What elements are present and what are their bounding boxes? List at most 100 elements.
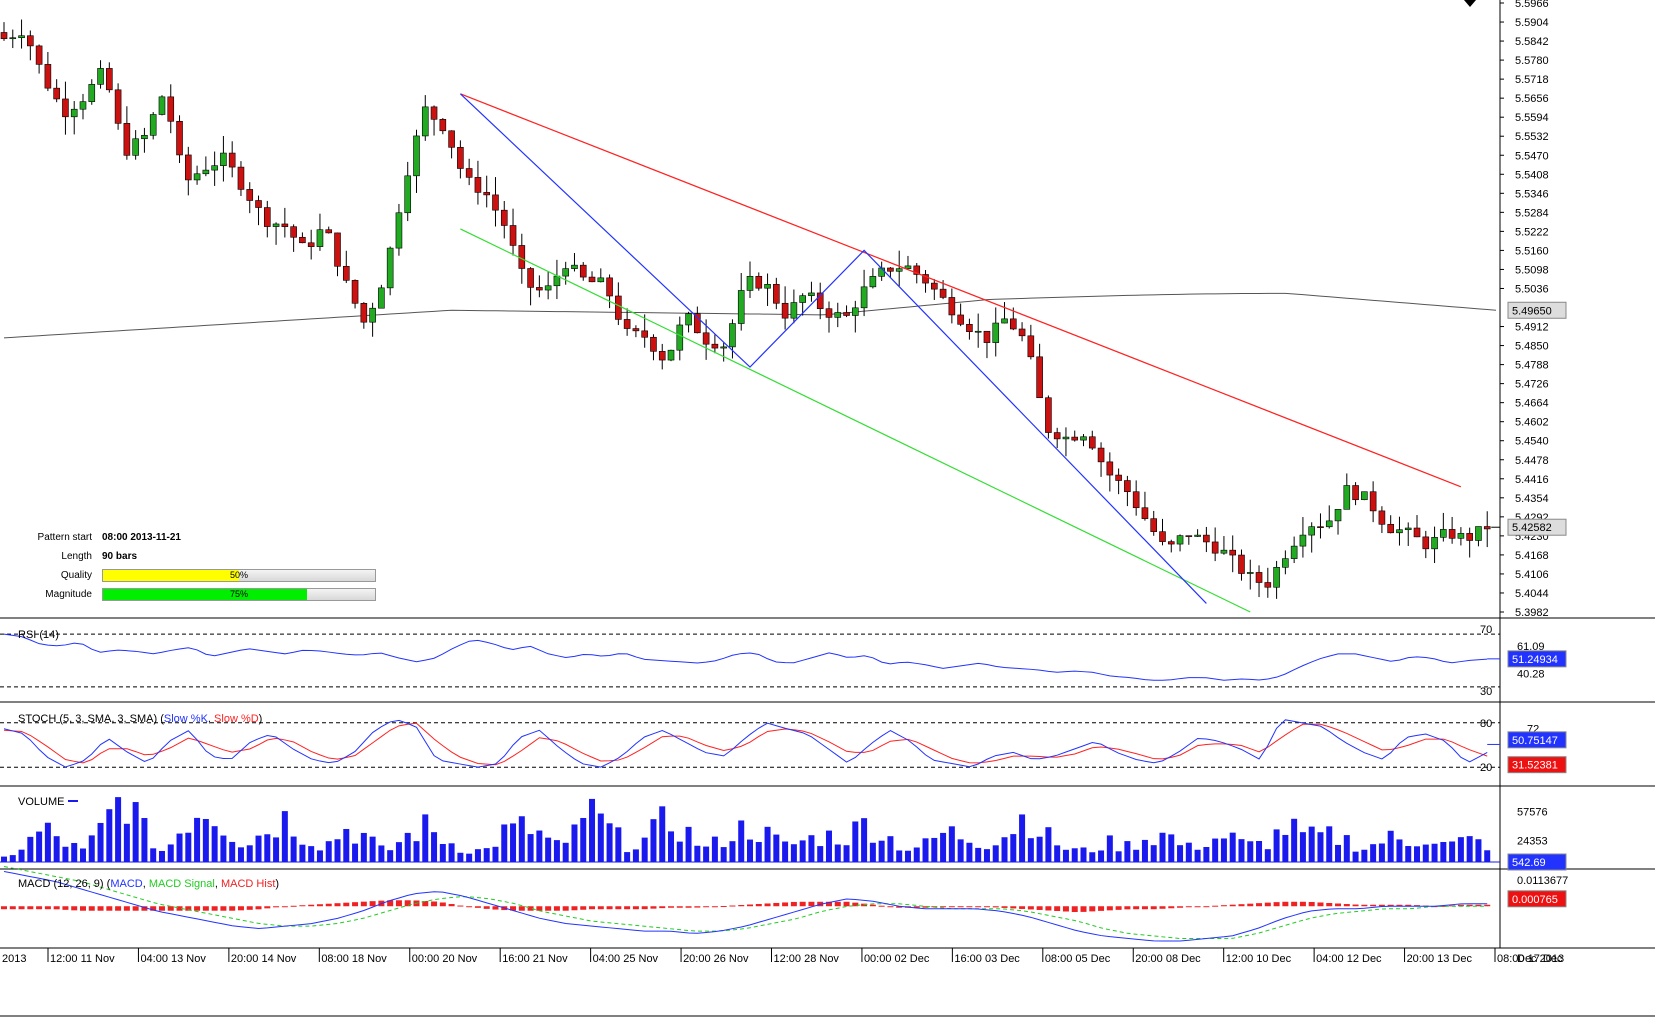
volume-bar xyxy=(167,844,174,862)
quality-bar: 50% xyxy=(102,569,376,582)
volume-bar xyxy=(703,846,710,862)
volume-bar xyxy=(931,837,938,862)
candle-body xyxy=(299,236,306,244)
stoch-k-value-label: 50.75147 xyxy=(1507,731,1567,749)
volume-bar xyxy=(1010,834,1017,862)
candle-body xyxy=(483,192,491,196)
macd-hist-bar xyxy=(1045,906,1052,911)
price-candle xyxy=(369,302,376,337)
last-price-label-text: 5.42582 xyxy=(1512,522,1552,534)
price-candle xyxy=(114,83,122,130)
stoch-level-label: 80 xyxy=(1480,718,1492,730)
rsi-value-label-box xyxy=(1507,650,1567,668)
macd-hist-bar xyxy=(624,906,631,910)
volume-bar xyxy=(747,839,753,862)
volume-bar xyxy=(1352,851,1359,862)
macd-hist-bar xyxy=(1212,905,1219,907)
candle-body xyxy=(843,312,850,316)
macd-hist-bar xyxy=(729,905,736,907)
macd-hist-bar xyxy=(1133,906,1140,910)
macd-hist-bar xyxy=(18,906,25,910)
macd-hist-bar xyxy=(922,906,929,908)
macd-hist-bar xyxy=(202,906,209,911)
macd-hist-bar xyxy=(194,906,201,911)
candle-body xyxy=(1440,529,1447,538)
candle-body xyxy=(860,286,868,309)
volume-bar xyxy=(1080,847,1087,862)
price-candle xyxy=(1457,527,1465,546)
pattern-magnitude-row: Magnitude 75% xyxy=(8,585,388,604)
macd-hist-bar xyxy=(1475,904,1482,907)
volume-bar xyxy=(1089,852,1096,862)
stoch-d-line xyxy=(3,722,1488,766)
volume-bar xyxy=(501,824,508,862)
macd-hist-bar xyxy=(940,906,947,908)
macd-hist-bar xyxy=(334,903,341,907)
volume-bar xyxy=(861,818,868,862)
macd-value-label-text: 0.000765 xyxy=(1512,894,1558,906)
candle-body xyxy=(1308,526,1315,536)
candle-body xyxy=(1150,518,1158,532)
price-candle xyxy=(1290,536,1298,564)
scroll-marker-icon[interactable] xyxy=(1464,0,1476,7)
price-candle xyxy=(869,268,877,289)
macd-hist-bar xyxy=(27,906,34,910)
time-tick-label: 08:00 17 Dec xyxy=(1497,953,1563,965)
candle-body xyxy=(53,87,60,100)
macd-hist-bar xyxy=(1352,904,1359,907)
macd-hist-bar xyxy=(185,906,192,911)
macd-hist-bar xyxy=(290,905,297,907)
volume-bar xyxy=(106,809,113,862)
price-candle xyxy=(904,255,912,270)
price-candle xyxy=(237,161,245,196)
price-candle xyxy=(808,281,815,302)
macd-hist-bar xyxy=(773,902,780,907)
macd-hist-bar xyxy=(641,906,648,910)
price-candle xyxy=(1203,526,1210,553)
price-tick-label: 5.5160 xyxy=(1515,245,1549,257)
candle-body xyxy=(1132,491,1140,509)
candle-body xyxy=(1475,526,1482,541)
price-candle xyxy=(860,269,868,317)
candle-body xyxy=(220,152,227,166)
quality-bar-fill xyxy=(103,570,239,581)
candle-body xyxy=(1404,527,1412,530)
time-tick-label: 12:00 10 Dec xyxy=(1226,953,1292,965)
candle-body xyxy=(1273,566,1280,588)
volume-bar xyxy=(1457,837,1464,862)
time-tick-label: 08:00 05 Dec xyxy=(1045,953,1111,965)
macd-hist-bar xyxy=(1150,906,1157,910)
volume-bar xyxy=(246,845,253,862)
macd-hist-bar xyxy=(896,906,903,908)
candle-body xyxy=(1159,531,1166,542)
rsi-value-label: 51.24934 xyxy=(1507,650,1567,668)
volume-bar xyxy=(1361,849,1368,862)
candle-body xyxy=(1361,491,1368,501)
macd-hist-bar xyxy=(606,906,613,910)
price-candle xyxy=(1325,505,1333,529)
volume-bar xyxy=(9,855,16,862)
candle-body xyxy=(246,189,254,201)
macd-hist-bar xyxy=(536,906,543,911)
macd-hist-bar xyxy=(97,906,104,911)
price-candle xyxy=(1220,536,1228,555)
volume-bar xyxy=(27,836,34,862)
volume-bar xyxy=(492,846,499,862)
macd-hist-bar xyxy=(106,906,113,911)
macd-hist-bar xyxy=(553,906,560,911)
macd-hist-bar xyxy=(325,903,332,907)
macd-hist-bar xyxy=(1405,904,1412,907)
price-candle xyxy=(755,272,763,291)
candle-body xyxy=(799,295,806,303)
candle-body xyxy=(1264,582,1272,588)
macd-hist-bar xyxy=(1071,906,1078,913)
stoch-title: STOCH (5, 3, SMA, 3, SMA) (Slow %K, Slow… xyxy=(18,713,262,725)
volume-bar xyxy=(194,817,201,862)
price-candle xyxy=(132,130,139,160)
volume-bar xyxy=(1168,834,1175,862)
macd-hist-bar xyxy=(395,900,402,907)
macd-hist-bar xyxy=(422,900,429,907)
candle-body xyxy=(439,119,447,132)
price-tick-label: 5.5594 xyxy=(1515,112,1549,124)
volume-bar xyxy=(1422,844,1429,862)
